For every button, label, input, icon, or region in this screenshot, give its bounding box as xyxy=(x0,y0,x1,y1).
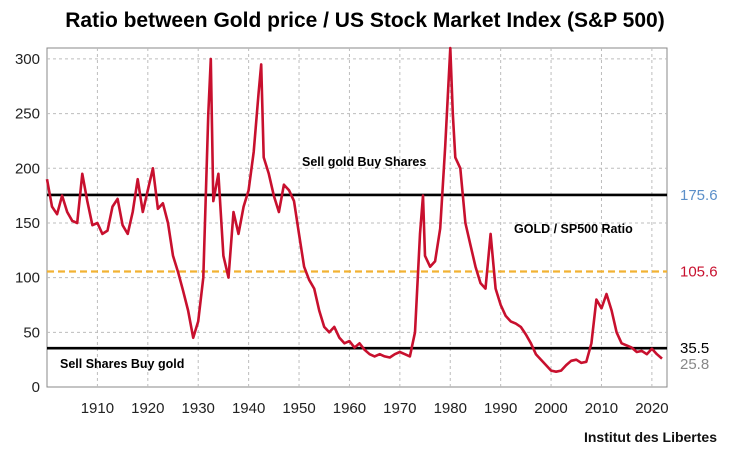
credit-label: Institut des Libertes xyxy=(584,429,717,445)
x-axis: 1910 1920 1930 1940 1950 1960 1970 1980 1990 2000… xyxy=(81,400,669,417)
sell-shares-annotation: Sell Shares Buy gold xyxy=(60,357,184,371)
x-tick-label: 1940 xyxy=(232,400,265,417)
gridlines xyxy=(47,48,667,387)
series-annotation: GOLD / SP500 Ratio xyxy=(514,222,633,236)
y-tick-label: 300 xyxy=(15,51,40,68)
gold-sp500-chart: Ratio between Gold price / US Stock Mark… xyxy=(0,0,730,458)
chart-title: Ratio between Gold price / US Stock Mark… xyxy=(65,9,664,32)
y-tick-label: 100 xyxy=(15,270,40,287)
sell-gold-annotation: Sell gold Buy Shares xyxy=(302,155,426,169)
y-axis: 0 50 100 150 200 250 300 xyxy=(15,51,40,396)
x-tick-label: 2010 xyxy=(585,400,618,417)
reference-line-label: 175.6 xyxy=(680,187,718,204)
x-tick-label: 2000 xyxy=(534,400,567,417)
x-tick-label: 1970 xyxy=(383,400,416,417)
x-tick-label: 1990 xyxy=(484,400,517,417)
reference-line-label: 105.6 xyxy=(680,264,718,281)
ratio-series-line xyxy=(47,48,662,372)
x-tick-label: 1930 xyxy=(182,400,215,417)
y-tick-label: 50 xyxy=(23,324,40,341)
plot-frame xyxy=(47,48,667,387)
x-tick-label: 2020 xyxy=(635,400,668,417)
x-tick-label: 1980 xyxy=(434,400,467,417)
reference-lines xyxy=(47,195,667,348)
reference-line-label: 35.5 xyxy=(680,340,709,357)
latest-value-label: 25.8 xyxy=(680,356,709,373)
x-tick-label: 1920 xyxy=(131,400,164,417)
reference-value-labels: 175.6 105.6 35.525.8 xyxy=(680,187,718,373)
y-tick-label: 250 xyxy=(15,106,40,123)
y-tick-label: 200 xyxy=(15,160,40,177)
y-tick-label: 150 xyxy=(15,215,40,232)
x-tick-label: 1950 xyxy=(282,400,315,417)
x-tick-label: 1960 xyxy=(333,400,366,417)
y-tick-label: 0 xyxy=(32,379,40,396)
x-tick-label: 1910 xyxy=(81,400,114,417)
